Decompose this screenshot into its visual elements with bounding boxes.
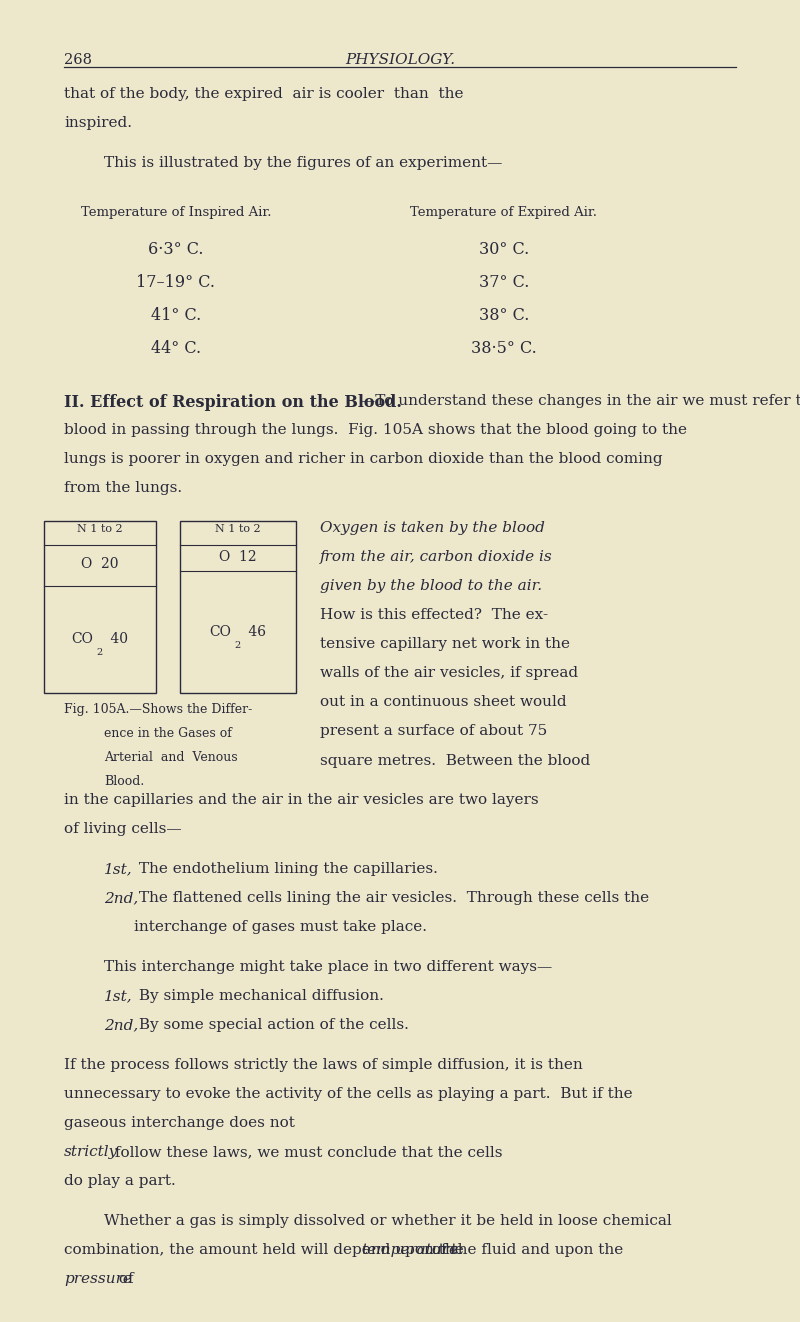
Text: 30° C.: 30° C.	[479, 241, 529, 258]
Text: 2: 2	[96, 648, 102, 657]
Text: combination, the amount held will depend upon the: combination, the amount held will depend…	[64, 1243, 469, 1257]
Text: The flattened cells lining the air vesicles.  Through these cells the: The flattened cells lining the air vesic…	[134, 891, 650, 906]
Text: By some special action of the cells.: By some special action of the cells.	[134, 1018, 410, 1032]
Text: PHYSIOLOGY.: PHYSIOLOGY.	[345, 53, 455, 67]
Text: 38·5° C.: 38·5° C.	[471, 340, 537, 357]
Bar	[44, 521, 156, 693]
Text: Whether a gas is simply dissolved or whether it be held in loose chemical: Whether a gas is simply dissolved or whe…	[104, 1214, 672, 1228]
Text: from the air, carbon dioxide is: from the air, carbon dioxide is	[320, 550, 553, 564]
Text: strictly: strictly	[64, 1145, 118, 1159]
Text: tensive capillary net work in the: tensive capillary net work in the	[320, 637, 570, 652]
Text: By simple mechanical diffusion.: By simple mechanical diffusion.	[134, 989, 384, 1003]
Text: 37° C.: 37° C.	[479, 274, 529, 291]
Text: This is illustrated by the figures of an experiment—: This is illustrated by the figures of an…	[104, 156, 502, 171]
Text: gaseous interchange does not: gaseous interchange does not	[64, 1116, 302, 1130]
Text: 1st,: 1st,	[104, 989, 133, 1003]
Text: N 1 to 2: N 1 to 2	[77, 524, 123, 534]
Text: out in a continuous sheet would: out in a continuous sheet would	[320, 695, 566, 710]
Text: square metres.  Between the blood: square metres. Between the blood	[320, 754, 590, 768]
Text: How is this effected?  The ex-: How is this effected? The ex-	[320, 608, 548, 623]
Text: 38° C.: 38° C.	[479, 307, 529, 324]
Text: lungs is poorer in oxygen and richer in carbon dioxide than the blood coming: lungs is poorer in oxygen and richer in …	[64, 452, 662, 467]
Text: walls of the air vesicles, if spread: walls of the air vesicles, if spread	[320, 666, 578, 681]
Text: that of the body, the expired  air is cooler  than  the: that of the body, the expired air is coo…	[64, 87, 463, 102]
Text: CO: CO	[72, 632, 94, 646]
Text: present a surface of about 75: present a surface of about 75	[320, 724, 547, 739]
Text: 1st,: 1st,	[104, 862, 133, 876]
Text: Temperature of Inspired Air.: Temperature of Inspired Air.	[81, 206, 271, 219]
Text: Oxygen is taken by the blood: Oxygen is taken by the blood	[320, 521, 545, 535]
Text: of: of	[114, 1272, 134, 1286]
Text: 46: 46	[245, 625, 266, 639]
Text: 40: 40	[106, 632, 128, 646]
Text: 44° C.: 44° C.	[151, 340, 201, 357]
Text: follow these laws, we must conclude that the cells: follow these laws, we must conclude that…	[110, 1145, 503, 1159]
Text: 2: 2	[234, 641, 240, 649]
Bar	[180, 521, 296, 693]
Text: This interchange might take place in two different ways—: This interchange might take place in two…	[104, 960, 552, 974]
Text: O  20: O 20	[82, 558, 118, 571]
Text: O  12: O 12	[219, 550, 257, 564]
Text: ence in the Gases of: ence in the Gases of	[104, 727, 232, 740]
Text: CO: CO	[210, 625, 232, 639]
Text: Temperature of Expired Air.: Temperature of Expired Air.	[410, 206, 598, 219]
Text: 268: 268	[64, 53, 92, 67]
Text: of living cells—: of living cells—	[64, 822, 182, 837]
Text: of the fluid and upon the: of the fluid and upon the	[427, 1243, 628, 1257]
Text: The endothelium lining the capillaries.: The endothelium lining the capillaries.	[134, 862, 438, 876]
Text: from the lungs.: from the lungs.	[64, 481, 182, 496]
Text: blood in passing through the lungs.  Fig. 105Α shows that the blood going to the: blood in passing through the lungs. Fig.…	[64, 423, 687, 438]
Text: Blood.: Blood.	[104, 775, 144, 788]
Text: II. Effect of Respiration on the Blood.: II. Effect of Respiration on the Blood.	[64, 394, 402, 411]
Text: given by the blood to the air.: given by the blood to the air.	[320, 579, 542, 594]
Text: temperature: temperature	[362, 1243, 458, 1257]
Text: 41° C.: 41° C.	[151, 307, 201, 324]
Text: in the capillaries and the air in the air vesicles are two layers: in the capillaries and the air in the ai…	[64, 793, 538, 808]
Text: inspired.: inspired.	[64, 116, 132, 131]
Text: do play a part.: do play a part.	[64, 1174, 176, 1188]
Text: —To understand these changes in the air we must refer to the changes in the: —To understand these changes in the air …	[361, 394, 800, 408]
Text: If the process follows strictly the laws of simple diffusion, it is then: If the process follows strictly the laws…	[64, 1058, 582, 1072]
Text: 2nd,: 2nd,	[104, 891, 138, 906]
Text: unnecessary to evoke the activity of the cells as playing a part.  But if the: unnecessary to evoke the activity of the…	[64, 1087, 633, 1101]
Text: N 1 to 2: N 1 to 2	[215, 524, 261, 534]
Text: pressure: pressure	[64, 1272, 132, 1286]
Text: 2nd,: 2nd,	[104, 1018, 138, 1032]
Text: 6·3° C.: 6·3° C.	[148, 241, 204, 258]
Text: interchange of gases must take place.: interchange of gases must take place.	[134, 920, 427, 935]
Text: Arterial  and  Venous: Arterial and Venous	[104, 751, 238, 764]
Text: 17–19° C.: 17–19° C.	[137, 274, 215, 291]
Text: Fig. 105Α.—Shows the Differ-: Fig. 105Α.—Shows the Differ-	[64, 703, 252, 717]
